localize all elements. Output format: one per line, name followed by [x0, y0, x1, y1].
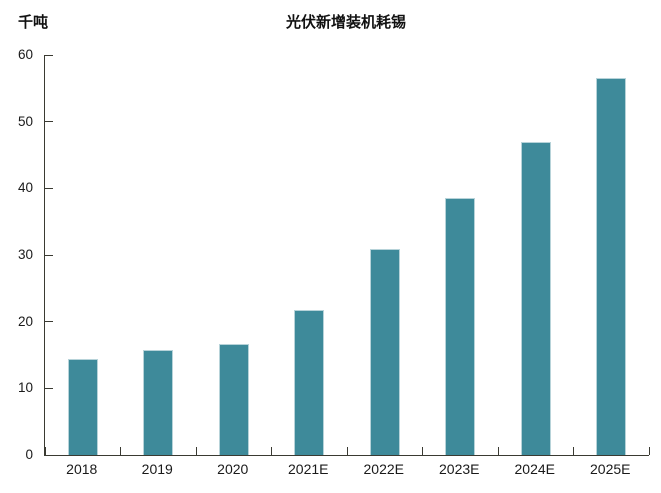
y-tick-30 — [45, 254, 53, 256]
y-tick-label-0: 0 — [25, 447, 33, 462]
x-tick-label-2022E: 2022E — [363, 461, 404, 477]
x-tick-label-2023E: 2023E — [439, 461, 480, 477]
x-tick-1 — [120, 447, 121, 455]
y-tick-label-60: 60 — [17, 47, 33, 62]
x-tick-4 — [346, 447, 348, 455]
x-tick-8 — [648, 447, 650, 455]
y-tick-50 — [45, 121, 53, 123]
bar-2022E — [369, 249, 400, 455]
x-tick-6 — [497, 447, 499, 455]
bar-2019 — [143, 349, 174, 455]
x-tick-label-2021E: 2021E — [288, 461, 329, 477]
x-tick-7 — [573, 447, 574, 455]
x-tick-3 — [271, 447, 272, 455]
x-tick-label-2025E: 2025E — [590, 461, 631, 477]
bar-2021E — [294, 309, 325, 455]
x-tick-5 — [422, 447, 423, 455]
x-tick-label-2018: 2018 — [66, 461, 98, 477]
bar-2020 — [218, 344, 249, 455]
y-tick-label-20: 20 — [17, 313, 33, 329]
x-tick-label-2020: 2020 — [217, 461, 249, 477]
y-tick-10 — [45, 387, 53, 389]
y-tick-40 — [45, 187, 53, 189]
bar-2025E — [596, 78, 627, 455]
x-tick-label-2019: 2019 — [141, 461, 173, 477]
y-tick-label-30: 30 — [17, 247, 33, 262]
bar-2023E — [445, 197, 476, 455]
y-tick-0 — [45, 454, 53, 456]
y-tick-label-10: 10 — [17, 380, 33, 396]
y-tick-60 — [45, 54, 53, 56]
y-axis-unit-label: 千吨 — [18, 14, 49, 31]
y-tick-label-50: 50 — [17, 113, 33, 129]
plot-area — [44, 54, 650, 456]
y-tick-20 — [45, 321, 53, 323]
bar-2024E — [520, 141, 551, 455]
x-tick-2 — [195, 447, 197, 455]
x-tick-label-2024E: 2024E — [514, 461, 555, 477]
bar-2018 — [67, 359, 98, 455]
y-tick-label-40: 40 — [17, 180, 33, 196]
chart-title: 光伏新增装机耗锡 — [285, 14, 406, 31]
x-tick-0 — [45, 447, 46, 455]
